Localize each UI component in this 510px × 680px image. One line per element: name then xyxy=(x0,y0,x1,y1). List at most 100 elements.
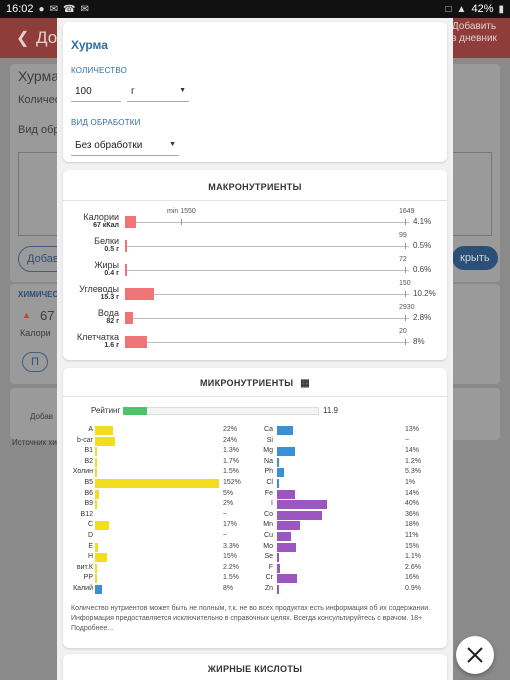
micronutrient-name: B6 xyxy=(84,489,93,497)
micronutrient-bar xyxy=(277,553,279,563)
macro-track xyxy=(125,294,409,295)
micronutrient-name: Co xyxy=(264,510,273,518)
micronutrient-percent: 13% xyxy=(405,426,420,433)
micronutrient-name: PP xyxy=(83,574,93,582)
macro-amount: 82 г xyxy=(106,318,119,325)
macro-name: Клетчатка xyxy=(76,332,119,342)
macronutrients-title: МАКРОНУТРИЕНТЫ xyxy=(208,182,302,192)
macro-amount: 0.4 г xyxy=(104,270,119,277)
micronutrient-bar xyxy=(277,510,322,520)
micronutrient-percent: 11% xyxy=(405,532,419,539)
table-icon[interactable]: ▦ xyxy=(300,378,310,389)
micronutrient-percent: 1.7% xyxy=(223,457,239,465)
micronutrient-bar xyxy=(95,553,108,563)
macro-amount: 0.5 г xyxy=(104,246,119,253)
micronutrient-name: B5 xyxy=(84,479,93,486)
macro-max-tick xyxy=(405,291,406,297)
micronutrient-percent: 36% xyxy=(405,510,420,518)
micronutrient-bar xyxy=(95,585,102,594)
micronutrients-title: МИКРОНУТРИЕНТЫ ▦ xyxy=(63,378,447,389)
macro-max-label: 2930 xyxy=(399,304,415,311)
add-to-diary-button[interactable]: Добавить в дневник xyxy=(451,21,497,44)
micronutrient-bar xyxy=(95,542,98,552)
micronutrient-bar xyxy=(95,426,113,435)
background-calorie-value: 67 xyxy=(40,308,55,323)
micronutrient-name: Cu xyxy=(264,532,273,539)
micronutrient-percent: 15% xyxy=(405,542,420,550)
micronutrient-name: B2 xyxy=(84,457,93,465)
micronutrient-bar xyxy=(277,532,291,541)
macro-max-tick xyxy=(405,219,406,225)
micronutrient-bar xyxy=(95,521,109,531)
unit-value: г xyxy=(131,86,135,97)
message-icon: ✉ xyxy=(49,3,58,15)
micronutrient-bar xyxy=(277,585,279,594)
micronutrient-percent: 17% xyxy=(223,521,238,529)
micronutrient-percent: 1% xyxy=(405,479,416,486)
macro-name: Вода xyxy=(97,308,119,318)
micronutrient-percent: ~ xyxy=(223,510,228,518)
back-arrow-icon[interactable]: ❮ xyxy=(16,30,30,47)
macro-max-label: 72 xyxy=(399,256,407,263)
background-p-button[interactable]: П xyxy=(22,352,48,372)
micronutrient-bar xyxy=(277,542,296,552)
micronutrient-percent: 14% xyxy=(405,489,420,497)
micronutrient-name: вит.К xyxy=(76,563,93,571)
processing-select[interactable]: Без обработки ▼ xyxy=(71,136,179,156)
background-calorie-label: Калори xyxy=(20,328,51,338)
macro-bar xyxy=(125,216,137,228)
micronutrient-percent: 24% xyxy=(223,436,238,444)
processing-value: Без обработки xyxy=(75,140,143,151)
micronutrient-name: A xyxy=(88,426,93,433)
micronutrient-name: C xyxy=(87,521,93,529)
macro-track xyxy=(125,342,409,343)
micronutrient-name: Калий xyxy=(73,585,93,592)
micronutrient-name: E xyxy=(88,542,93,550)
micronutrient-name: Холин xyxy=(72,468,93,476)
email-icon: ✉ xyxy=(80,3,89,15)
close-button[interactable] xyxy=(456,636,494,674)
macro-min-label: min 1550 xyxy=(167,208,196,215)
micronutrient-name: b-car xyxy=(77,436,93,444)
micronutrient-bar xyxy=(277,563,281,573)
micronutrient-bar xyxy=(95,457,97,467)
macro-max-tick xyxy=(405,315,406,321)
micronutrient-name: Ca xyxy=(264,426,273,433)
macro-max-label: 99 xyxy=(399,232,407,239)
rating-fill xyxy=(123,407,147,415)
macronutrients-card: МАКРОНУТРИЕНТЫ Калории 67 кКал 1649 min 155… xyxy=(63,170,447,360)
macro-amount: 1.6 г xyxy=(104,342,119,349)
micronutrient-bar xyxy=(277,500,327,510)
micronutrient-name: Mg xyxy=(263,447,273,455)
quantity-value: 100 xyxy=(75,86,92,97)
micronutrient-percent: 16% xyxy=(405,574,420,582)
micronutrient-name: Fe xyxy=(264,489,273,497)
notification-icon: ● xyxy=(38,3,45,15)
micronutrient-name: F xyxy=(268,563,273,571)
status-time: 16:02 xyxy=(6,3,34,15)
macro-track xyxy=(125,246,409,247)
unit-select[interactable]: г ▼ xyxy=(127,82,189,102)
micronutrient-name: B1 xyxy=(84,447,93,455)
macro-track xyxy=(125,222,409,223)
micronutrient-name: Mn xyxy=(263,521,273,529)
macro-amount: 67 кКал xyxy=(93,222,119,229)
micronutrient-bar xyxy=(277,479,279,488)
micronutrient-percent: 40% xyxy=(405,500,420,508)
macro-percent: 4.1% xyxy=(413,217,432,226)
quantity-input[interactable]: 100 xyxy=(71,82,121,102)
micronutrient-bar xyxy=(95,479,219,488)
micronutrient-bar xyxy=(95,489,100,499)
processing-label: ВИД ОБРАБОТКИ xyxy=(71,118,141,127)
micronutrient-bar xyxy=(277,489,295,499)
micronutrient-bar xyxy=(277,521,300,531)
whatsapp-icon: ☎ xyxy=(62,3,76,15)
micronutrient-name: B12 xyxy=(80,510,93,518)
micronutrient-name: B9 xyxy=(84,500,93,508)
micronutrient-percent: 2.6% xyxy=(405,563,421,571)
background-close-button[interactable]: крыть xyxy=(452,246,498,270)
micronutrients-title-text: МИКРОНУТРИЕНТЫ xyxy=(200,378,294,388)
macro-bar xyxy=(125,240,127,252)
micronutrient-name: Cl xyxy=(266,479,273,486)
macro-bar xyxy=(125,312,133,324)
